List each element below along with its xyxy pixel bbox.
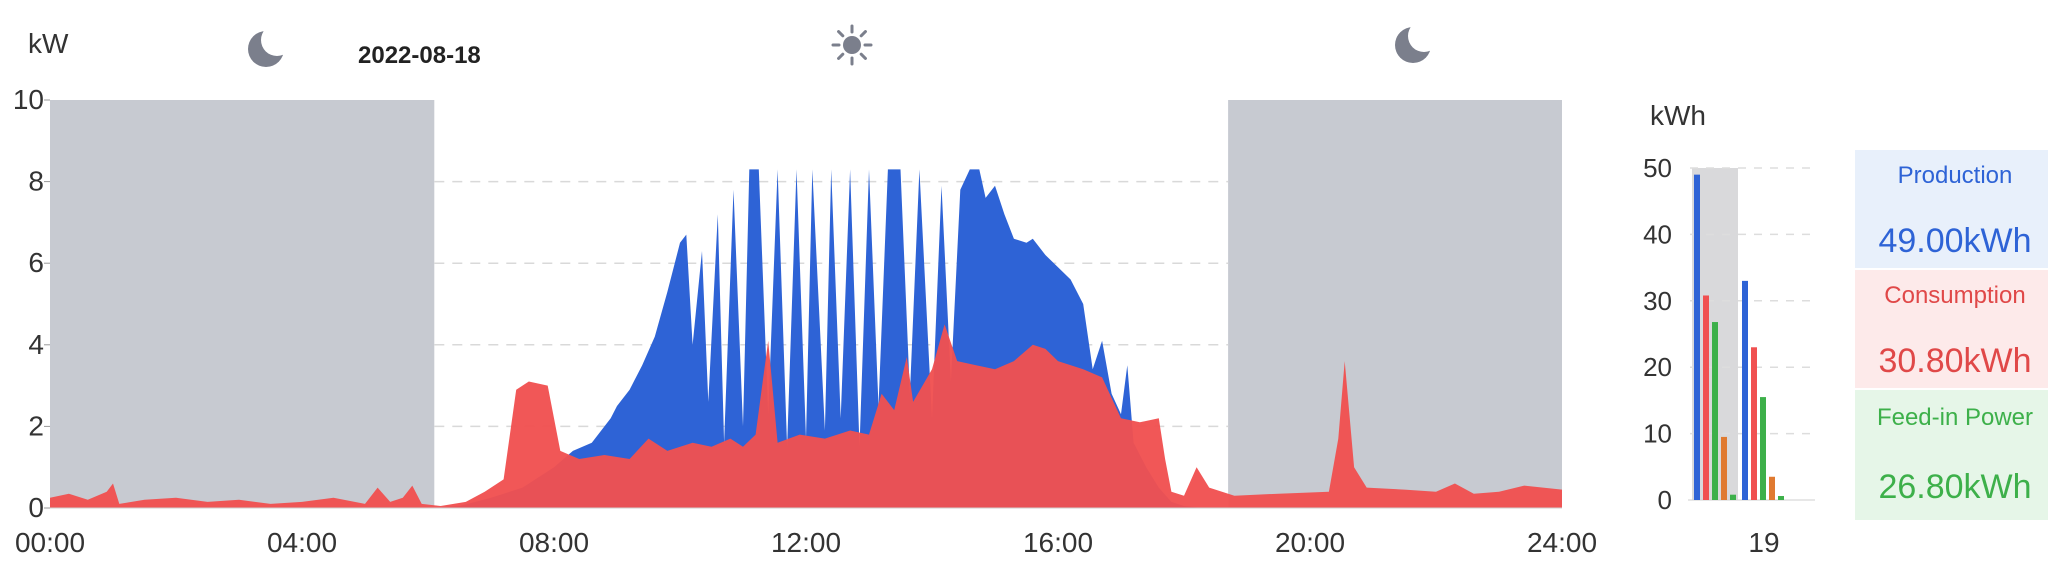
consumption-value: 30.80kWh [1878, 342, 2032, 380]
feed-in-card: Feed-in Power 26.80kWh [1855, 390, 2048, 520]
bar [1694, 174, 1700, 500]
production-card: Production 49.00kWh [1855, 150, 2048, 268]
series-area-consumption [50, 324, 1562, 508]
bar-y-tick-label: 40 [1643, 219, 1672, 249]
bar [1730, 494, 1736, 500]
feed-in-label: Feed-in Power [1876, 404, 2034, 431]
moon-icon [248, 24, 293, 67]
bar [1742, 280, 1748, 500]
x-tick-label: 24:00 [1527, 527, 1597, 558]
moon-icon [1395, 20, 1440, 63]
bar-y-tick-label: 50 [1643, 153, 1672, 183]
consumption-card: Consumption 30.80kWh [1855, 270, 2048, 388]
production-value: 49.00kWh [1878, 222, 2032, 260]
x-tick-label: 08:00 [519, 527, 589, 558]
night-region-1 [1228, 100, 1562, 508]
night-region-0 [50, 100, 435, 508]
bar [1778, 496, 1784, 500]
x-tick-label: 00:00 [15, 527, 85, 558]
feed-in-value: 26.80kWh [1878, 468, 2032, 506]
bar [1751, 347, 1757, 500]
y-tick-label: 8 [28, 166, 44, 197]
chart-date: 2022-08-18 [358, 42, 481, 69]
bar [1721, 436, 1727, 500]
x-tick-label: 04:00 [267, 527, 337, 558]
bar [1703, 295, 1709, 500]
bar-x-tick-label: 19 [1748, 527, 1779, 558]
y-tick-label: 6 [28, 247, 44, 278]
y-tick-label: 2 [28, 410, 44, 441]
bar-y-tick-label: 0 [1658, 485, 1672, 515]
x-tick-label: 16:00 [1023, 527, 1093, 558]
bar [1760, 397, 1766, 500]
bar-y-tick-label: 10 [1643, 419, 1672, 449]
sun-icon [831, 24, 873, 66]
x-tick-label: 20:00 [1275, 527, 1345, 558]
bar-y-tick-label: 30 [1643, 286, 1672, 316]
y-tick-label: 10 [13, 84, 44, 115]
x-tick-label: 12:00 [771, 527, 841, 558]
y-axis-unit-kwh: kWh [1650, 100, 1706, 131]
consumption-label: Consumption [1884, 282, 2026, 309]
y-axis-unit-kw: kW [28, 28, 69, 59]
y-tick-label: 4 [28, 329, 44, 360]
y-tick-label: 0 [28, 492, 44, 523]
bar [1769, 476, 1775, 500]
production-label: Production [1897, 162, 2013, 189]
bar-y-tick-label: 20 [1643, 352, 1672, 382]
bar [1712, 322, 1718, 500]
